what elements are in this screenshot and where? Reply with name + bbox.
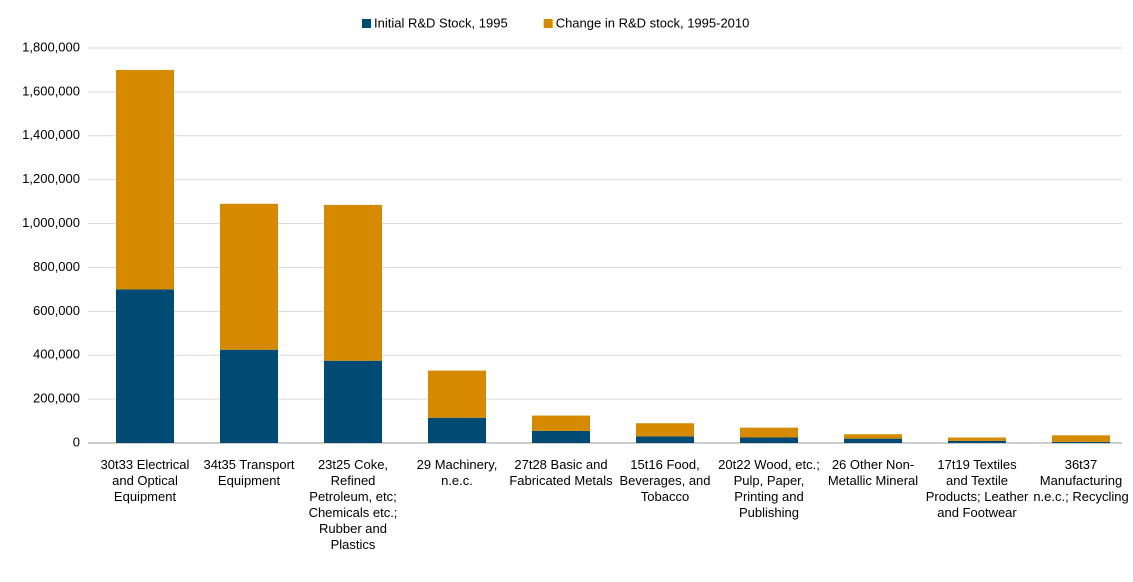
y-tick-label: 1,600,000: [22, 83, 80, 98]
bar-segment: [844, 434, 902, 439]
bar-segment: [428, 370, 486, 418]
y-tick-label: 1,400,000: [22, 127, 80, 142]
bar-segment: [220, 349, 278, 443]
y-tick-label: 600,000: [33, 303, 80, 318]
x-tick-label: 15t16 Food, Beverages, and Tobacco: [619, 457, 711, 504]
bar-segment: [532, 415, 590, 431]
bar-segment: [428, 417, 486, 443]
y-tick-label: 1,200,000: [22, 171, 80, 186]
x-tick-label: 27t28 Basic and Fabricated Metals: [509, 457, 613, 488]
y-tick-label: 1,800,000: [22, 39, 80, 54]
bar-segment: [740, 437, 798, 443]
bar-segment: [948, 440, 1006, 443]
y-tick-label: 800,000: [33, 259, 80, 274]
x-tick-label: 26 Other Non-Metallic Mineral: [827, 457, 919, 488]
legend-swatch: [362, 19, 371, 28]
bar-segment: [116, 69, 174, 290]
bar-segment: [844, 438, 902, 443]
bar-segment: [116, 289, 174, 443]
x-tick-label: 17t19 Textiles and Textile Products; Lea…: [925, 457, 1029, 520]
bar-segment: [1052, 441, 1110, 443]
y-tick-label: 1,000,000: [22, 215, 80, 230]
x-tick-label: 29 Machinery, n.e.c.: [416, 457, 498, 488]
x-tick-label: 36t37 Manufacturing n.e.c.; Recycling: [1033, 457, 1129, 504]
bar-segment: [324, 204, 382, 361]
bar-segment: [636, 423, 694, 437]
x-tick-label: 23t25 Coke, Refined Petroleum, etc; Chem…: [308, 457, 398, 552]
legend-label: Initial R&D Stock, 1995: [374, 15, 508, 30]
bar-segment: [948, 437, 1006, 441]
x-tick-label: 30t33 Electrical and Optical Equipment: [100, 457, 190, 504]
legend-label: Change in R&D stock, 1995-2010: [556, 15, 750, 30]
y-tick-label: 0: [73, 434, 80, 449]
y-tick-label: 200,000: [33, 391, 80, 406]
bar-segment: [220, 203, 278, 350]
bar-segment: [1052, 435, 1110, 442]
bar-segment: [740, 427, 798, 438]
bar-segment: [636, 436, 694, 443]
bar-segment: [532, 430, 590, 443]
x-tick-label: 34t35 Transport Equipment: [203, 457, 295, 488]
legend-swatch: [543, 19, 553, 28]
x-tick-label: 20t22 Wood, etc.; Pulp, Paper, Printing …: [718, 457, 820, 520]
y-tick-label: 400,000: [33, 347, 80, 362]
bar-segment: [324, 360, 382, 443]
